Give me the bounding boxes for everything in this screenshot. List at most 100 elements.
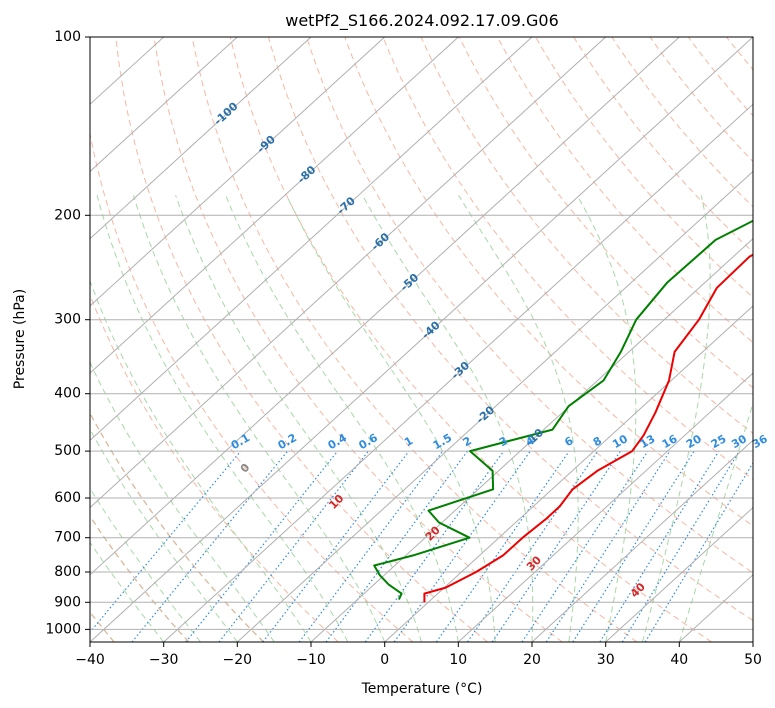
dry-adiabat-line — [726, 37, 753, 71]
isotherm-line — [163, 103, 753, 642]
isotherm-line — [236, 170, 753, 642]
y-tick-label: 1000 — [45, 621, 81, 637]
mixing-ratio-label: 2 — [461, 434, 474, 449]
mixing-ratio-line — [218, 450, 369, 642]
dry-adiabat-label: 30 — [524, 553, 544, 573]
moist-adiabat-line — [576, 195, 637, 642]
dry-adiabat-line — [535, 37, 753, 298]
isotherm-line — [90, 37, 680, 576]
x-tick-label: 10 — [449, 652, 467, 668]
isotherm-line — [457, 372, 753, 642]
x-tick-label: 40 — [670, 652, 688, 668]
dry-adiabat-line — [458, 37, 753, 389]
dry-adiabat-line — [765, 37, 775, 642]
mixing-ratio-line — [644, 461, 753, 642]
y-tick-label: 900 — [54, 594, 81, 610]
x-tick-label: −30 — [149, 652, 179, 668]
dry-adiabat-line — [306, 37, 753, 574]
dry-adiabat-line — [496, 37, 753, 344]
dry-adiabat-line — [382, 37, 753, 481]
moist-adiabat-line — [90, 487, 201, 642]
dry-adiabat-line — [90, 411, 264, 642]
y-tick-label: 600 — [54, 490, 81, 506]
dry-adiabat-label: 20 — [423, 523, 443, 543]
dry-adiabat-line — [649, 37, 753, 163]
dry-adiabat-line — [611, 37, 753, 208]
mixing-ratio-line — [131, 450, 289, 642]
isotherm-line — [90, 37, 312, 240]
chart-title: wetPf2_S166.2024.092.17.09.G06 — [285, 11, 559, 31]
isotherm-line — [531, 439, 753, 642]
mixing-ratio-label: 1.5 — [431, 431, 454, 452]
x-axis-label: Temperature (°C) — [361, 681, 483, 697]
isotherm-label: -100 — [211, 100, 240, 128]
temperature-profile-line — [423, 253, 753, 603]
mixing-ratio-label: 25 — [709, 432, 729, 451]
mixing-ratio-label: 8 — [591, 434, 604, 449]
y-tick-label: 300 — [54, 312, 81, 328]
isotherm-line — [752, 641, 753, 642]
moist-adiabat-line — [90, 279, 312, 642]
dry-adiabat-line — [153, 37, 563, 642]
mixing-ratio-line — [572, 450, 695, 642]
moist-adiabat-line — [175, 195, 422, 642]
mixing-ratio-label: 0.4 — [326, 431, 350, 452]
dry-adiabat-label: 10 — [326, 492, 346, 512]
x-tick-label: 20 — [523, 652, 541, 668]
mixing-ratio-line — [545, 450, 671, 642]
y-axis-ticks: 100 200 300 400 500 600 700 800 900 1000 — [45, 29, 90, 637]
dry-adiabat-line — [90, 515, 190, 642]
isotherm-line — [384, 305, 753, 642]
dry-adiabat-line — [268, 37, 753, 622]
x-tick-label: 50 — [744, 652, 762, 668]
mixing-ratio-line — [262, 450, 410, 642]
y-tick-label: 400 — [54, 386, 81, 402]
isotherm-line — [605, 506, 753, 642]
isotherm-line — [90, 37, 386, 307]
dry-adiabat-line — [115, 37, 488, 642]
dry-adiabat-line — [90, 131, 414, 642]
mixing-ratio-label: 10 — [610, 432, 630, 451]
isotherm-line — [90, 37, 607, 509]
background-lines — [90, 37, 775, 642]
profile-lines — [373, 219, 753, 603]
dry-adiabat-line — [687, 37, 753, 117]
dewpoint-profile-line — [373, 219, 753, 600]
dry-adiabat-line — [420, 37, 753, 434]
isotherm-line — [90, 37, 238, 173]
mixing-ratio-line — [621, 450, 740, 642]
dry-adiabat-label: 40 — [628, 580, 648, 600]
y-tick-label: 700 — [54, 530, 81, 546]
mixing-ratio-line — [467, 450, 599, 642]
mixing-ratio-label: 0.1 — [229, 431, 252, 452]
mixing-ratio-line — [599, 450, 720, 642]
isotherm-line — [90, 37, 753, 642]
dry-adiabat-line — [344, 37, 753, 527]
isotherm-line — [90, 37, 459, 374]
mixing-ratio-line — [298, 450, 444, 642]
moist-adiabat-line — [362, 195, 534, 642]
dry-adiabat-line — [573, 37, 753, 253]
mixing-ratio-label: 1 — [402, 434, 415, 449]
mixing-ratio-label: 30 — [729, 432, 749, 451]
mixing-ratio-label: 16 — [660, 432, 680, 451]
moist-adiabat-line — [96, 195, 349, 642]
moist-adiabat-line — [90, 541, 165, 642]
mixing-ratio-label: 20 — [684, 432, 704, 451]
moist-adiabat-line — [678, 401, 753, 642]
mixing-ratio-line — [90, 450, 242, 634]
dry-adiabat-label: 0 — [238, 461, 253, 476]
moist-adiabat-line — [458, 195, 579, 642]
x-tick-label: −40 — [75, 652, 105, 668]
x-axis-ticks: −40 −30 −20 −10 0 10 20 30 40 50 — [75, 642, 762, 668]
moist-adiabat-line — [286, 195, 496, 642]
x-tick-label: 30 — [597, 652, 615, 668]
x-tick-label: −20 — [223, 652, 253, 668]
y-tick-label: 200 — [54, 207, 81, 223]
y-tick-label: 500 — [54, 443, 81, 459]
moist-adiabat-line — [225, 195, 459, 642]
isotherm-line — [90, 37, 533, 442]
mixing-ratio-label: 13 — [638, 432, 658, 451]
x-tick-label: 0 — [380, 652, 389, 668]
dry-adiabat-line — [229, 37, 712, 642]
